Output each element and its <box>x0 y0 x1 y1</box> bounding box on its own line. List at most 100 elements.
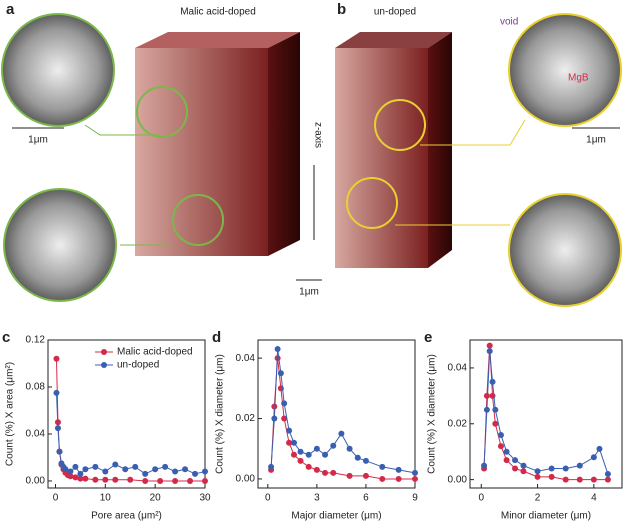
scale-label: 1μm <box>28 135 48 146</box>
axis-label: z-axis <box>312 122 323 148</box>
x-tick-label: 4 <box>591 493 597 504</box>
data-point <box>338 430 345 437</box>
x-tick-label: 0 <box>265 493 271 504</box>
data-point <box>305 463 312 470</box>
data-point <box>497 443 504 450</box>
data-point <box>596 445 603 452</box>
data-point <box>486 342 493 349</box>
x-tick-label: 6 <box>363 493 369 504</box>
y-axis-label: Count (%) X area (μm²) <box>5 362 16 466</box>
y-tick-label: 0.02 <box>236 413 256 424</box>
series-line <box>270 358 415 480</box>
data-point <box>162 463 169 470</box>
data-point <box>172 477 179 484</box>
y-tick-label: 0.04 <box>26 429 46 440</box>
data-point <box>534 473 541 480</box>
data-point <box>271 415 278 422</box>
data-point <box>290 439 297 446</box>
data-point <box>82 466 89 473</box>
y-axis-label: Count (%) X diameter (μm) <box>215 354 226 474</box>
data-point <box>534 468 541 475</box>
zoom-circle <box>1 13 115 127</box>
data-point <box>562 476 569 483</box>
data-point <box>354 454 361 461</box>
data-point <box>576 476 583 483</box>
data-point <box>562 465 569 472</box>
data-point <box>497 431 504 438</box>
data-point <box>395 475 402 482</box>
annotation: void <box>500 17 518 28</box>
data-point <box>286 427 293 434</box>
data-point <box>362 472 369 479</box>
legend-label: Malic acid-doped <box>117 347 193 358</box>
data-point <box>274 346 281 353</box>
data-point <box>503 448 510 455</box>
data-point <box>548 465 555 472</box>
data-point <box>102 476 109 483</box>
data-point <box>82 475 89 482</box>
zoom-circle <box>3 188 117 302</box>
data-point <box>286 439 293 446</box>
data-point <box>512 457 519 464</box>
data-point <box>486 348 493 355</box>
data-point <box>202 477 208 484</box>
data-point <box>53 355 60 362</box>
x-tick-label: 10 <box>100 493 112 504</box>
data-point <box>489 378 496 385</box>
series-line <box>55 392 206 475</box>
data-point <box>346 445 353 452</box>
series-line <box>55 358 205 482</box>
data-point <box>481 462 488 469</box>
data-point <box>492 406 499 413</box>
data-point <box>268 463 275 470</box>
data-point <box>503 457 510 464</box>
panel-title: Malic acid-doped <box>180 7 256 18</box>
data-point <box>77 475 84 482</box>
data-point <box>72 474 79 481</box>
data-point <box>330 442 337 449</box>
roi <box>346 177 398 229</box>
data-point <box>77 470 84 477</box>
panel-title: un-doped <box>374 7 416 18</box>
data-point <box>379 463 386 470</box>
data-point <box>187 477 194 484</box>
data-point <box>604 476 611 483</box>
roi <box>374 99 426 151</box>
data-point <box>330 469 337 476</box>
volume-a <box>135 32 300 256</box>
data-point <box>520 468 527 475</box>
data-point <box>362 457 369 464</box>
y-tick-label: 0.08 <box>26 382 46 393</box>
y-axis-label: Count (%) X diameter (μm) <box>427 354 438 474</box>
data-point <box>313 445 320 452</box>
data-point <box>182 466 189 473</box>
data-point <box>56 448 63 455</box>
data-point <box>112 476 119 483</box>
y-tick-label: 0.00 <box>448 474 468 485</box>
legend-label: un-doped <box>117 360 159 371</box>
y-tick-label: 0.02 <box>448 418 468 429</box>
plot-frame <box>47 339 206 489</box>
data-point <box>112 461 119 468</box>
zoom-circle <box>508 193 622 307</box>
data-point <box>297 448 304 455</box>
data-point <box>281 400 288 407</box>
data-point <box>379 475 386 482</box>
data-point <box>590 476 597 483</box>
x-tick-label: 2 <box>535 493 541 504</box>
data-point <box>92 476 99 483</box>
data-point <box>322 451 329 458</box>
connector <box>420 119 526 146</box>
data-point <box>53 389 60 396</box>
plot-frame <box>469 339 623 489</box>
data-point <box>132 463 139 470</box>
data-point <box>281 415 288 422</box>
data-point <box>297 457 304 464</box>
data-point <box>576 462 583 469</box>
y-tick-label: 0.04 <box>236 353 256 364</box>
y-tick-label: 0.04 <box>448 363 468 374</box>
data-point <box>67 468 74 475</box>
data-point <box>192 470 199 477</box>
x-axis-label: Pore area (μm²) <box>91 511 162 522</box>
